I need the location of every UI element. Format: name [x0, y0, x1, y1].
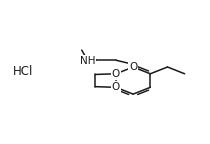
- Text: HCl: HCl: [12, 66, 33, 78]
- Text: O: O: [129, 62, 137, 72]
- Text: NH: NH: [80, 56, 95, 66]
- Text: O: O: [112, 69, 120, 79]
- Text: O: O: [112, 82, 120, 92]
